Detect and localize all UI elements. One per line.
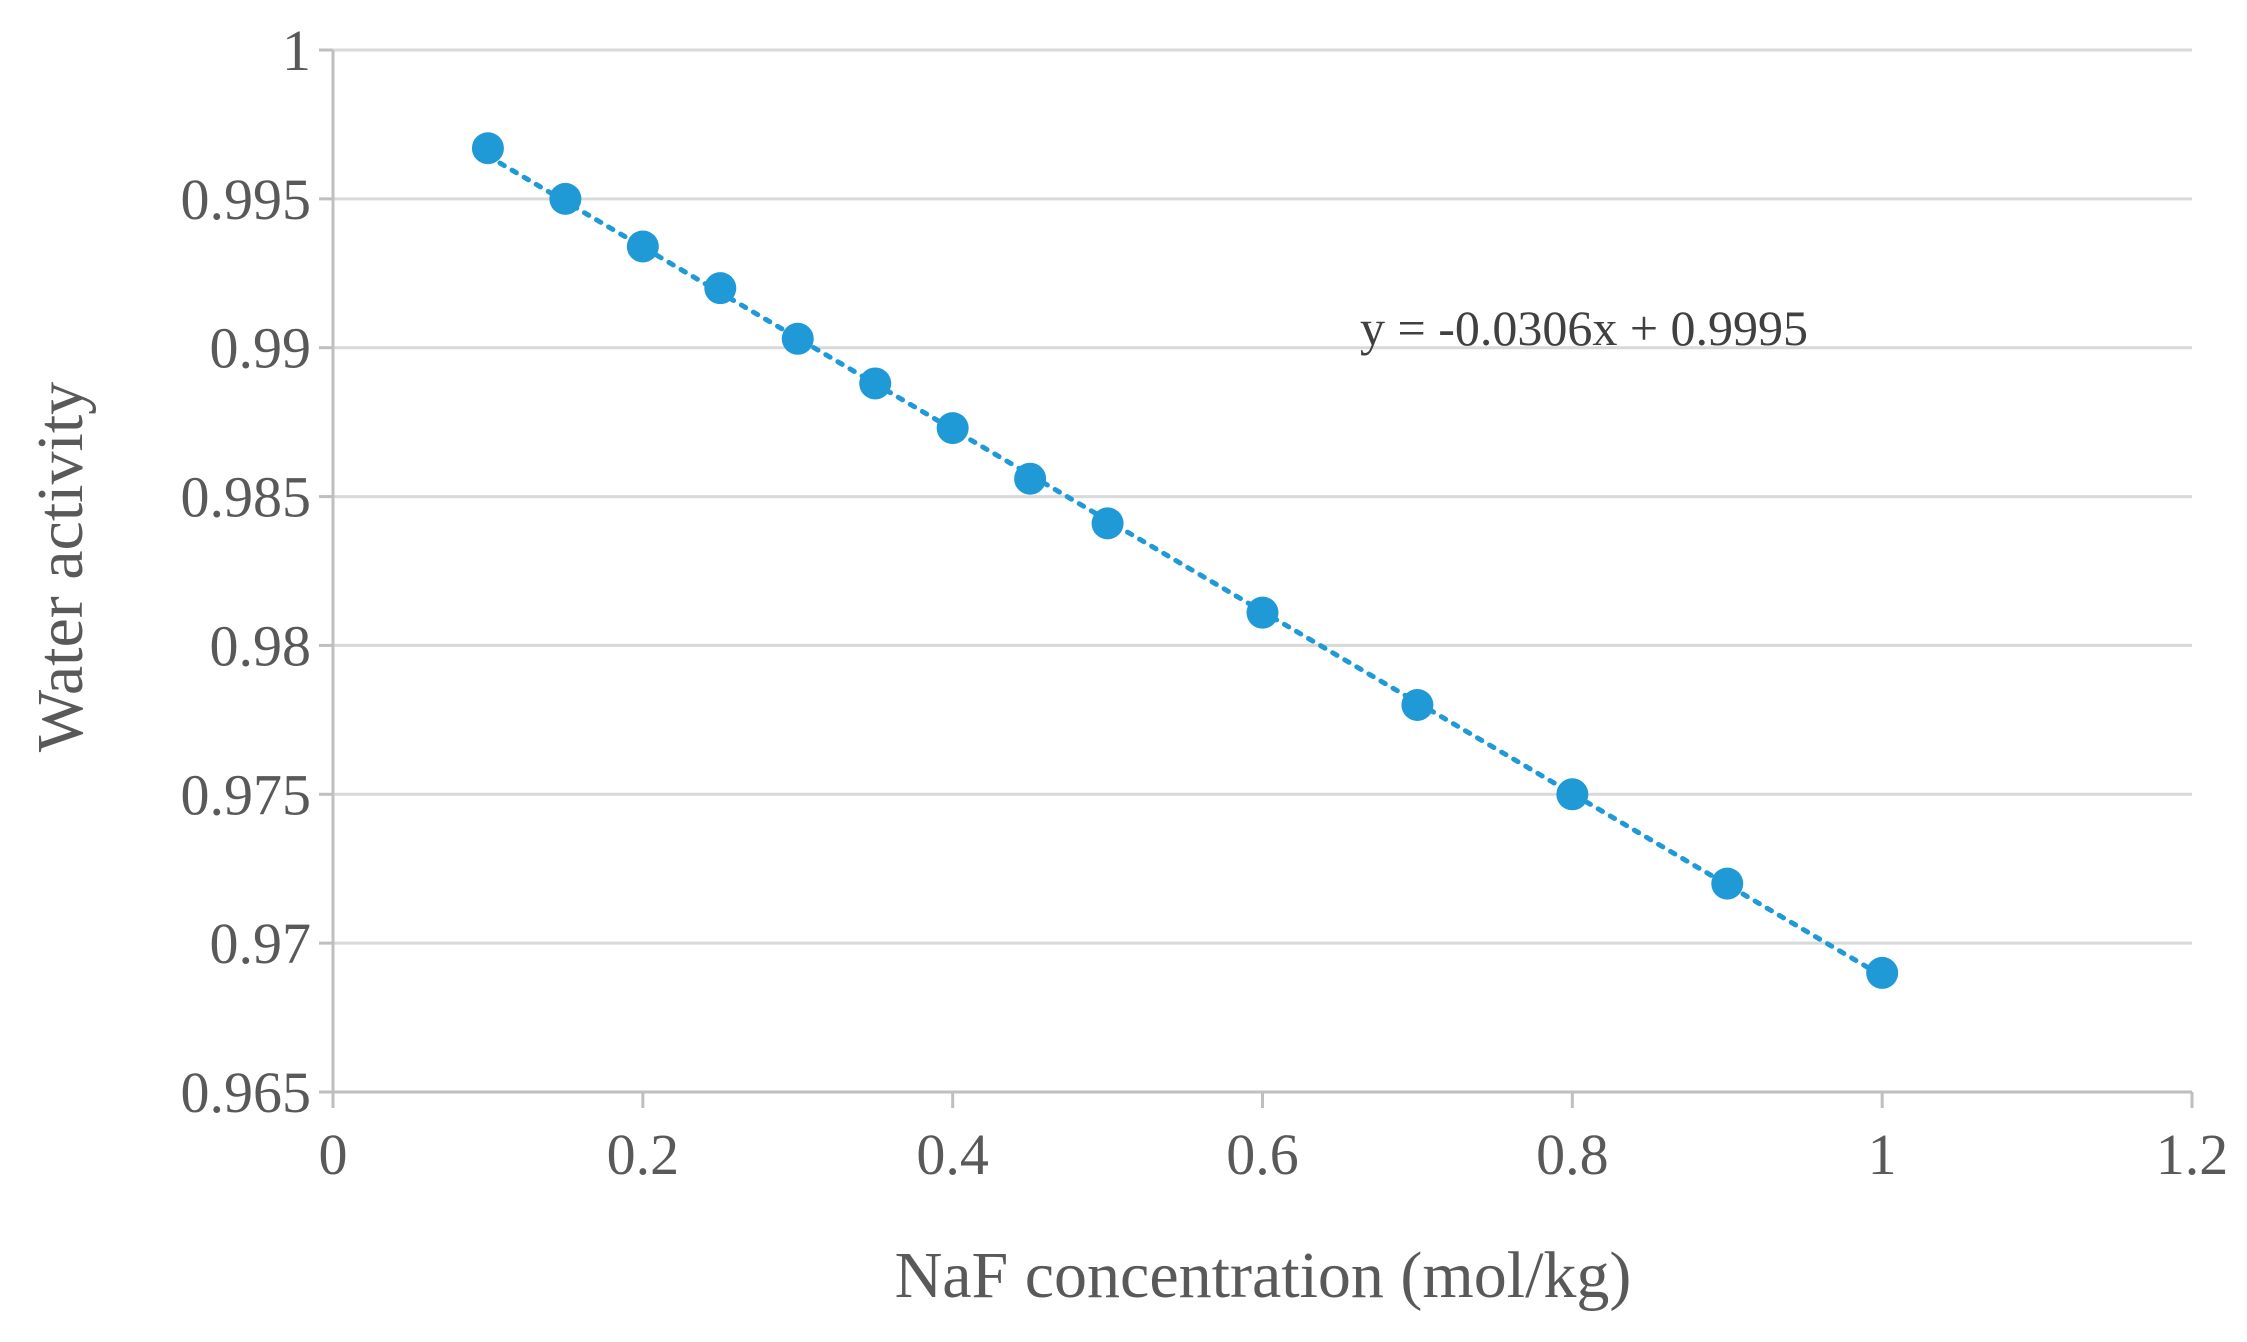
trendline-layer bbox=[485, 153, 1885, 979]
y-tick-label: 0.98 bbox=[210, 613, 312, 678]
data-point bbox=[549, 182, 582, 215]
y-tick-label: 0.99 bbox=[210, 316, 312, 381]
data-point bbox=[1866, 956, 1899, 989]
data-point bbox=[626, 230, 659, 263]
y-axis-title: Water activity bbox=[24, 382, 97, 752]
axes bbox=[319, 48, 2194, 1108]
gridlines bbox=[333, 48, 2192, 945]
data-point bbox=[1091, 507, 1124, 540]
y-tick-label: 0.975 bbox=[181, 762, 312, 827]
data-point bbox=[859, 367, 892, 400]
trendline bbox=[485, 153, 1885, 979]
equation-label: y = -0.0306x + 0.9995 bbox=[1360, 300, 1808, 356]
x-tick-label: 0.2 bbox=[607, 1122, 680, 1187]
y-tick-label: 1 bbox=[282, 18, 311, 83]
data-point bbox=[1711, 867, 1744, 900]
y-tick-label: 0.985 bbox=[181, 465, 312, 530]
x-tick-label: 0.4 bbox=[916, 1122, 989, 1187]
y-tick-label: 0.995 bbox=[181, 167, 312, 232]
x-tick-label: 1 bbox=[1868, 1122, 1897, 1187]
data-point bbox=[1401, 688, 1434, 721]
x-tick-label: 1.2 bbox=[2156, 1122, 2229, 1187]
x-axis-title: NaF concentration (mol/kg) bbox=[895, 1239, 1632, 1312]
data-point bbox=[471, 132, 504, 165]
data-point bbox=[704, 272, 737, 305]
y-tick-label: 0.965 bbox=[181, 1060, 312, 1125]
x-tick-label: 0.6 bbox=[1226, 1122, 1299, 1187]
data-points bbox=[471, 132, 1899, 989]
tick-labels: 0.965 0.97 0.975 0.98 0.985 0.99 0.995 1 0 0.2 0.4… bbox=[181, 18, 2229, 1187]
data-point bbox=[1246, 596, 1279, 629]
data-point bbox=[936, 412, 969, 445]
x-tick-label: 0.8 bbox=[1536, 1122, 1609, 1187]
data-point bbox=[1556, 778, 1589, 811]
data-point bbox=[1014, 462, 1047, 495]
x-tick-label: 0 bbox=[319, 1122, 348, 1187]
data-point bbox=[781, 322, 814, 355]
y-tick-label: 0.97 bbox=[210, 911, 312, 976]
